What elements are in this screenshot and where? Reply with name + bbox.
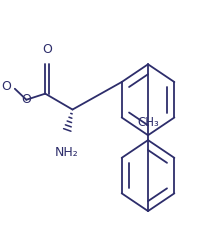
Text: O: O bbox=[42, 43, 52, 56]
Text: CH₃: CH₃ bbox=[137, 116, 159, 129]
Text: O: O bbox=[21, 93, 31, 106]
Text: NH₂: NH₂ bbox=[54, 146, 78, 159]
Text: O: O bbox=[1, 80, 11, 93]
